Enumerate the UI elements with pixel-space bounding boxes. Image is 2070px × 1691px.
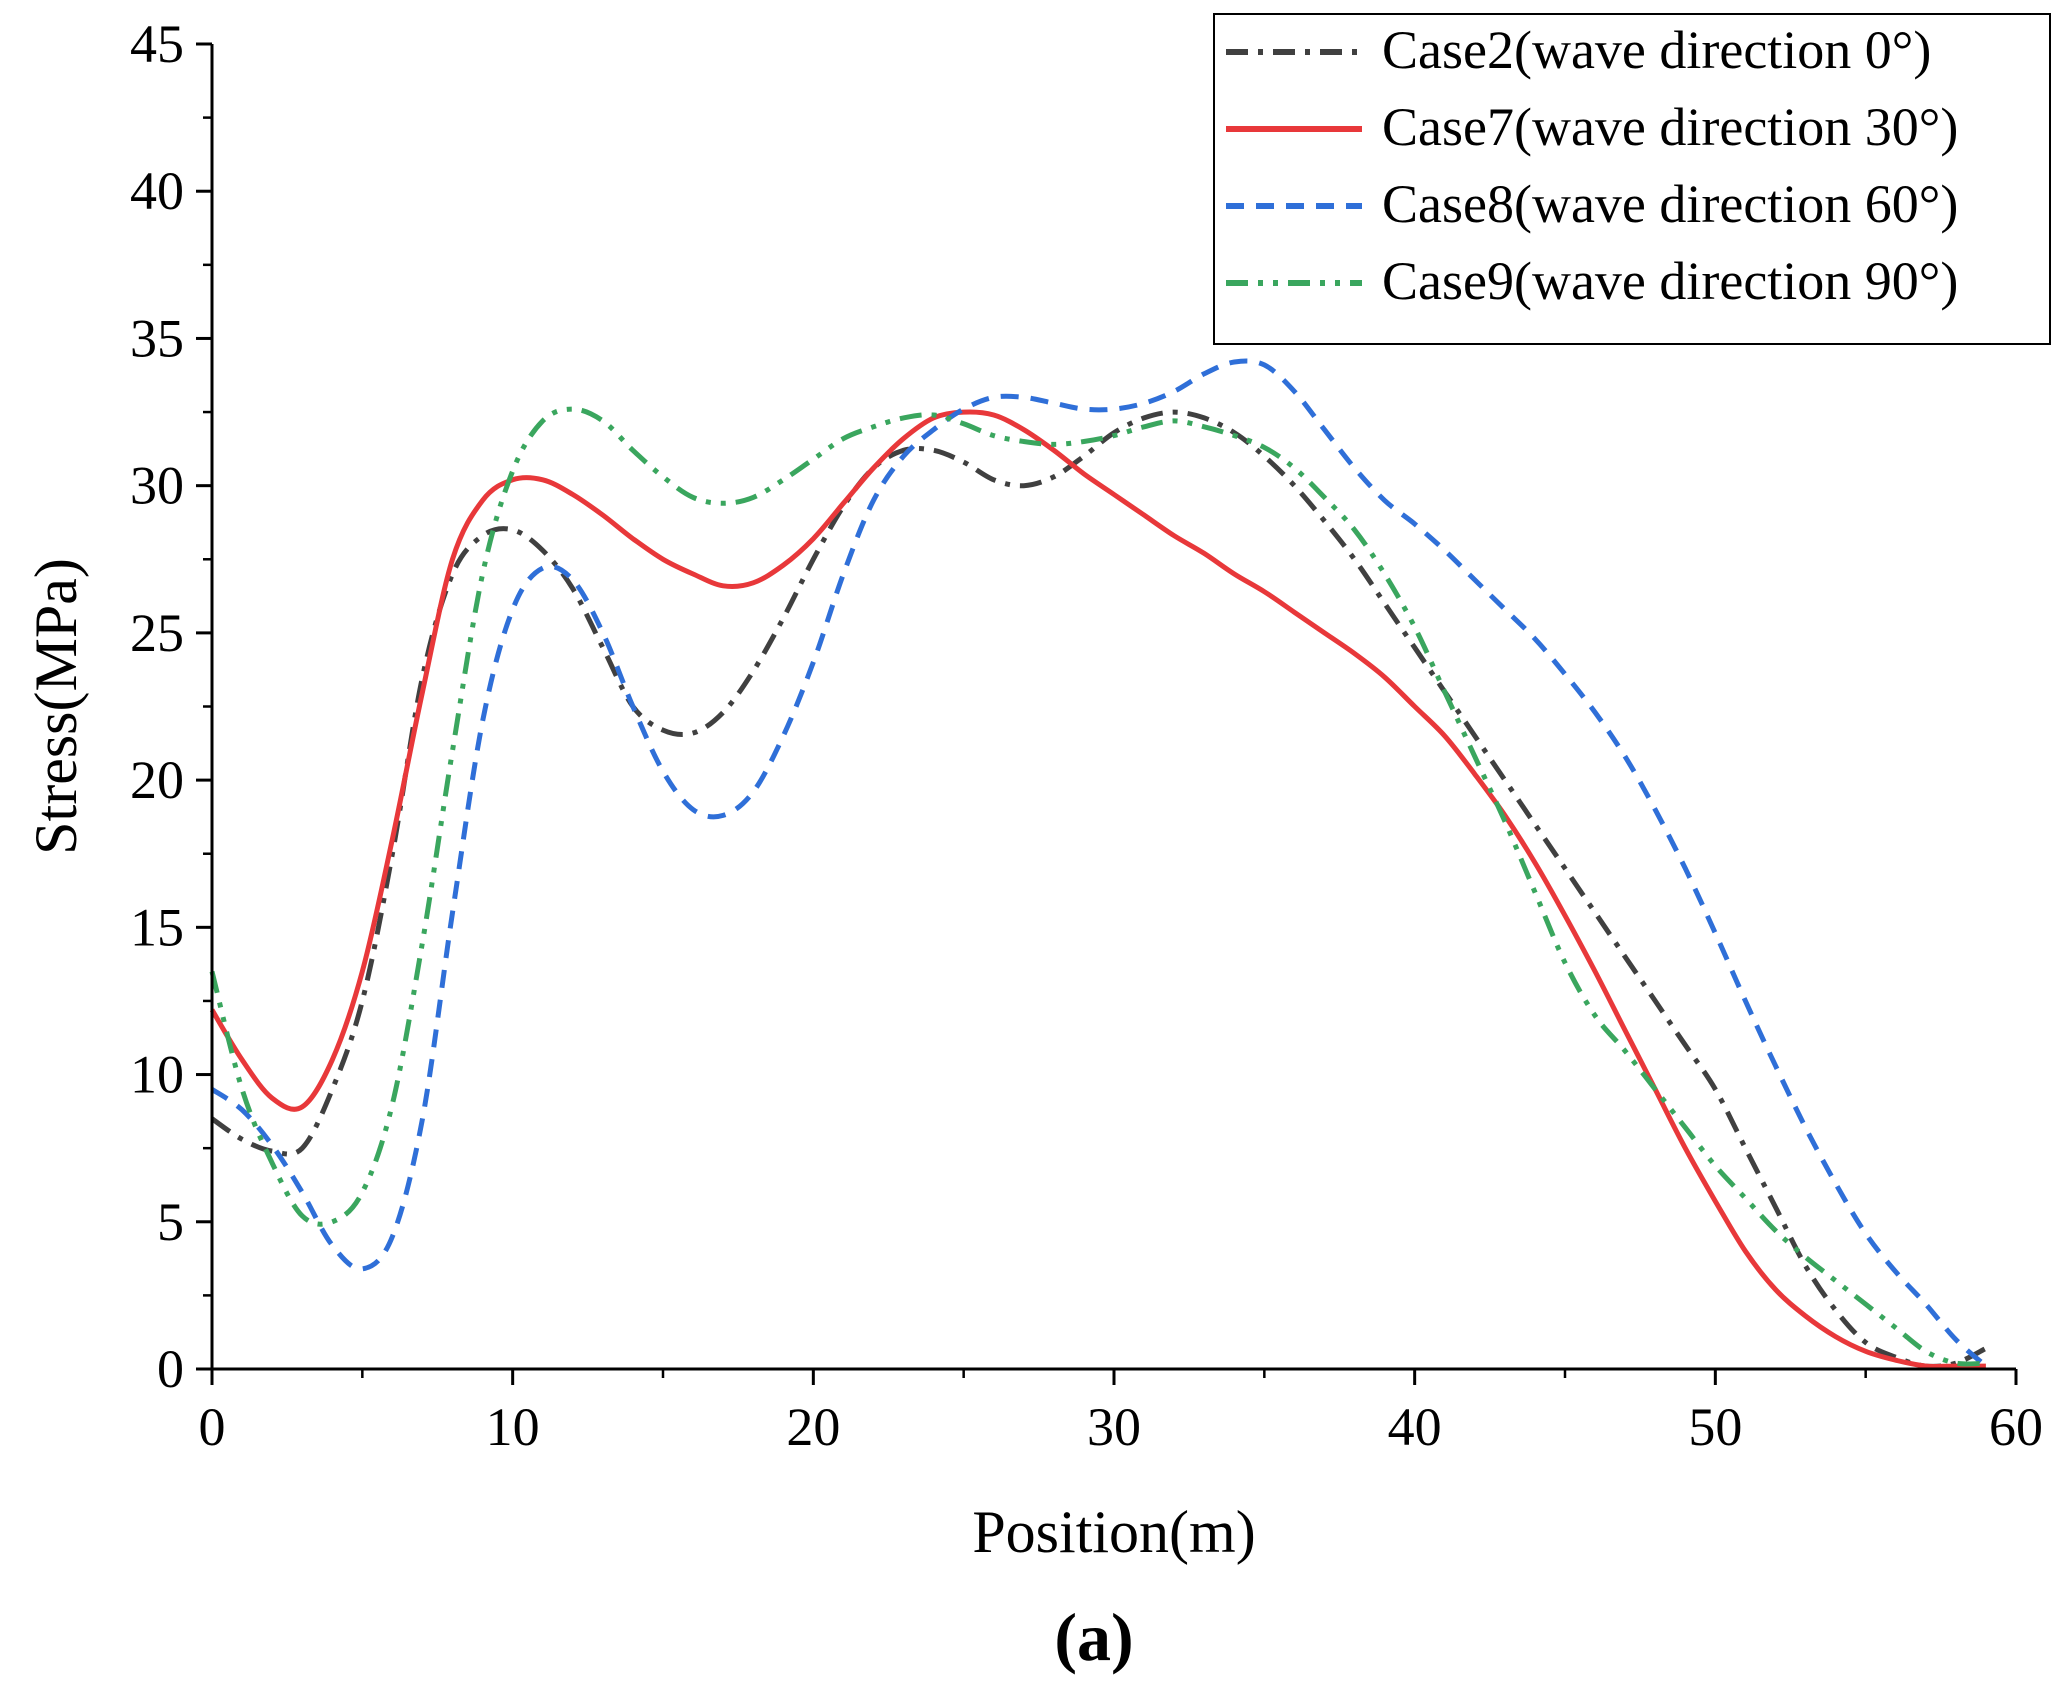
legend-item: Case9(wave direction 90°) <box>1226 251 1958 311</box>
legend-label: Case9(wave direction 90°) <box>1382 251 1958 311</box>
y-axis-title: Stress(MPa) <box>23 558 89 855</box>
x-tick-label: 40 <box>1388 1397 1442 1457</box>
legend: Case2(wave direction 0°) Case7(wave direc… <box>1213 13 2051 345</box>
legend-label: Case2(wave direction 0°) <box>1382 20 1931 80</box>
y-tick-label: 40 <box>130 161 184 221</box>
x-tick-label: 30 <box>1087 1397 1141 1457</box>
y-tick-label: 20 <box>130 750 184 810</box>
series-layer <box>209 358 1988 1369</box>
x-tick-label: 60 <box>1989 1397 2043 1457</box>
y-tick-label: 45 <box>130 14 184 74</box>
axes: 0 10 20 30 40 50 60 0 5 10 15 20 25 30 35 40 45 <box>130 14 2043 1457</box>
legend-items: Case2(wave direction 0°) Case7(wave direc… <box>1226 20 1958 311</box>
y-tick-label: 10 <box>130 1045 184 1105</box>
y-tick-label: 15 <box>130 897 184 957</box>
panel-label: (a) <box>1054 1599 1133 1675</box>
legend-label: Case7(wave direction 30°) <box>1382 97 1958 157</box>
y-axis-ticks: 0 5 10 15 20 25 30 35 40 45 <box>130 14 212 1399</box>
legend-label: Case8(wave direction 60°) <box>1382 174 1958 234</box>
x-axis-ticks: 0 10 20 30 40 50 60 <box>199 1369 2043 1457</box>
x-tick-label: 50 <box>1688 1397 1742 1457</box>
series-line-4 <box>209 406 1986 1367</box>
legend-item: Case7(wave direction 30°) <box>1226 97 1958 157</box>
x-tick-label: 20 <box>786 1397 840 1457</box>
y-tick-label: 35 <box>130 308 184 368</box>
legend-box <box>1213 13 2051 345</box>
series-line-1 <box>210 409 1988 1369</box>
y-tick-label: 5 <box>157 1192 184 1252</box>
legend-item: Case2(wave direction 0°) <box>1226 20 1931 80</box>
x-tick-label: 10 <box>486 1397 540 1457</box>
series-line-3 <box>210 358 1988 1368</box>
series-line-2 <box>209 409 1986 1369</box>
x-tick-label: 0 <box>199 1397 226 1457</box>
y-tick-label: 0 <box>157 1339 184 1399</box>
y-tick-label: 30 <box>130 456 184 516</box>
legend-item: Case8(wave direction 60°) <box>1226 174 1958 234</box>
y-tick-label: 25 <box>130 603 184 663</box>
x-axis-title: Position(m) <box>972 1499 1255 1565</box>
